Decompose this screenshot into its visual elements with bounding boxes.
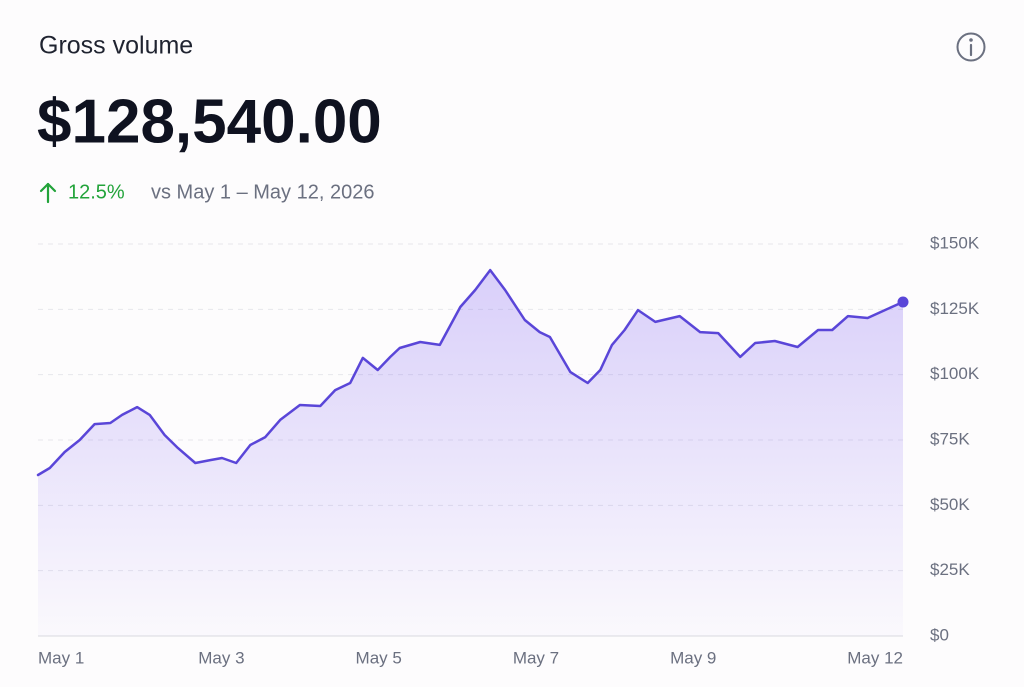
- x-tick-label: May 7: [513, 648, 559, 667]
- end-point: [897, 296, 909, 308]
- y-tick-label: $0: [930, 625, 949, 644]
- x-tick-label: May 12: [847, 648, 903, 667]
- comparison-period: vs May 1 – May 12, 2026: [151, 181, 374, 203]
- gross-amount: $128,540.00: [37, 87, 382, 156]
- line-area: [38, 270, 903, 636]
- change-percent: 12.5%: [68, 181, 125, 203]
- volume-line: [36, 268, 905, 477]
- up-arrow: [39, 182, 57, 204]
- y-tick-label: $150K: [930, 233, 980, 252]
- info-button[interactable]: [956, 32, 986, 62]
- x-tick-label: May 1: [38, 648, 84, 667]
- x-tick-label: May 3: [198, 648, 244, 667]
- y-tick-label: $50K: [930, 495, 970, 514]
- y-tick-label: $25K: [930, 560, 970, 579]
- y-tick-label: $125K: [930, 299, 980, 318]
- card-title: Gross volume: [39, 32, 193, 60]
- y-tick-label: $100K: [930, 364, 980, 383]
- x-tick-label: May 9: [670, 648, 716, 667]
- x-tick-label: May 5: [356, 648, 402, 667]
- y-tick-label: $75K: [930, 429, 970, 448]
